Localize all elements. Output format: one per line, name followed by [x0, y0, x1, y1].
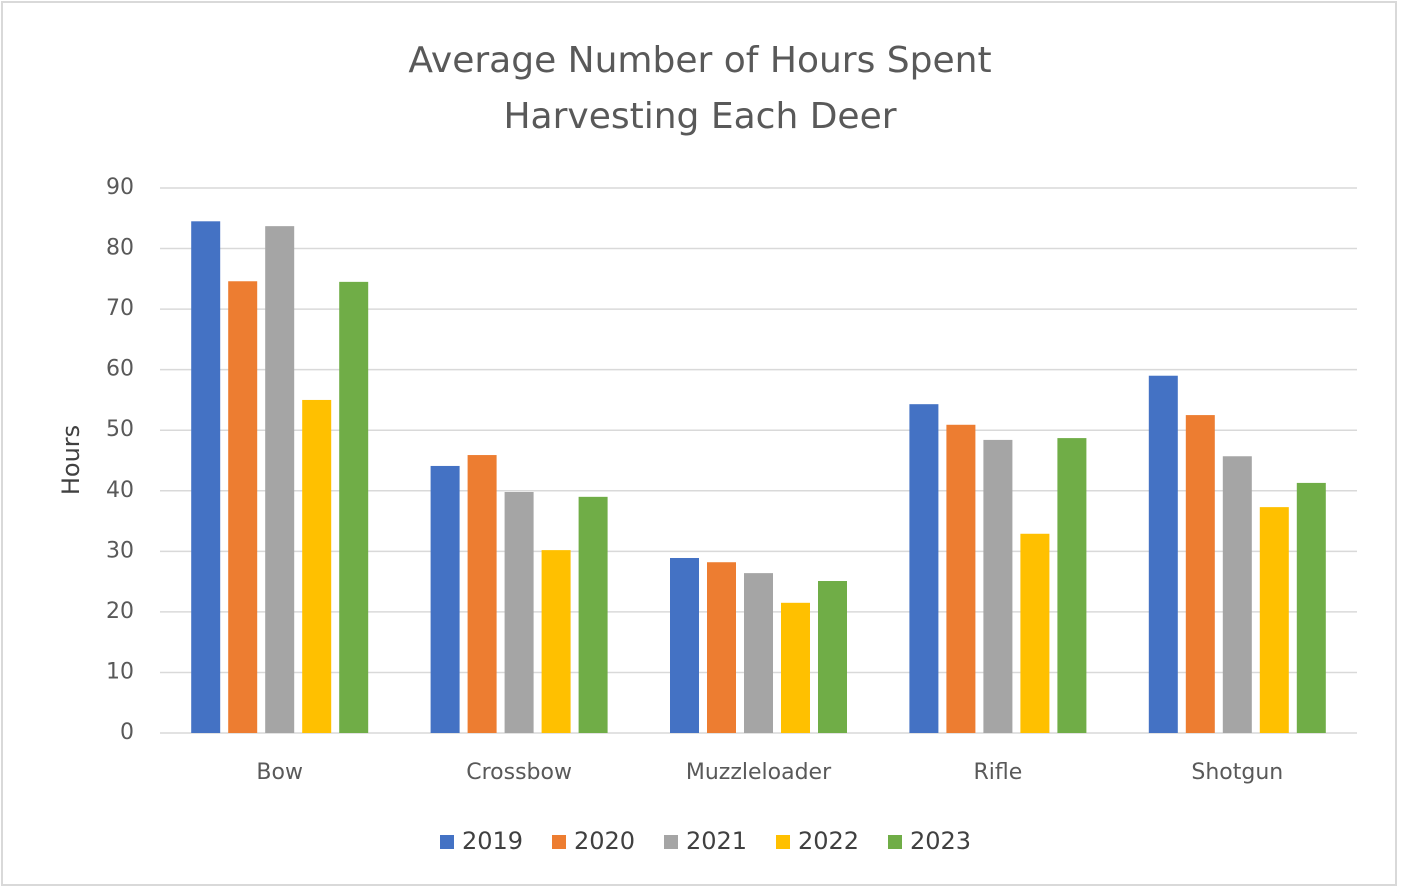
- legend-swatch: [440, 835, 454, 849]
- y-axis-title: Hours: [57, 425, 85, 495]
- bar: [504, 491, 534, 733]
- bar: [339, 281, 369, 733]
- x-tick-label: Rifle: [974, 760, 1023, 785]
- bar: [467, 455, 497, 733]
- bar: [228, 281, 258, 733]
- x-tick-label: Crossbow: [466, 760, 572, 785]
- bar: [265, 226, 295, 733]
- chart-title: Average Number of Hours Spent: [408, 40, 991, 81]
- legend-swatch: [776, 835, 790, 849]
- legend-swatch: [552, 835, 566, 849]
- bar: [1057, 438, 1087, 733]
- y-tick-label: 80: [106, 236, 134, 261]
- bar: [781, 602, 810, 733]
- y-tick-label: 30: [106, 538, 134, 563]
- legend-label: 2023: [910, 827, 971, 855]
- bar: [1222, 456, 1252, 733]
- bar: [983, 439, 1013, 733]
- chart-title: Harvesting Each Deer: [503, 96, 896, 137]
- bar: [1148, 375, 1178, 733]
- bar: [744, 573, 773, 733]
- bar: [1296, 482, 1326, 733]
- bar: [670, 557, 699, 733]
- bar: [946, 424, 976, 733]
- bar: [191, 221, 221, 734]
- y-tick-label: 10: [106, 659, 134, 684]
- x-tick-label: Muzzleloader: [686, 760, 832, 785]
- bar: [541, 550, 571, 733]
- y-tick-label: 70: [106, 296, 134, 321]
- bar: [707, 562, 736, 733]
- y-tick-label: 20: [106, 599, 134, 624]
- bar: [818, 581, 847, 733]
- bar: [1185, 415, 1215, 733]
- y-tick-label: 90: [106, 175, 134, 200]
- y-tick-label: 0: [120, 720, 134, 745]
- x-tick-label: Shotgun: [1191, 760, 1283, 785]
- legend-label: 2021: [686, 827, 747, 855]
- legend-swatch: [888, 835, 902, 849]
- legend-swatch: [664, 835, 678, 849]
- legend-label: 2019: [462, 827, 523, 855]
- y-tick-label: 60: [106, 357, 134, 382]
- bar: [909, 404, 939, 733]
- legend-label: 2022: [798, 827, 859, 855]
- bar: [302, 399, 332, 733]
- legend-label: 2020: [574, 827, 635, 855]
- bar: [1020, 533, 1050, 733]
- bar: [430, 465, 460, 733]
- y-tick-label: 40: [106, 478, 134, 503]
- y-tick-label: 50: [106, 417, 134, 442]
- x-tick-label: Bow: [256, 760, 303, 785]
- bar: [1259, 507, 1289, 733]
- bar: [578, 496, 608, 733]
